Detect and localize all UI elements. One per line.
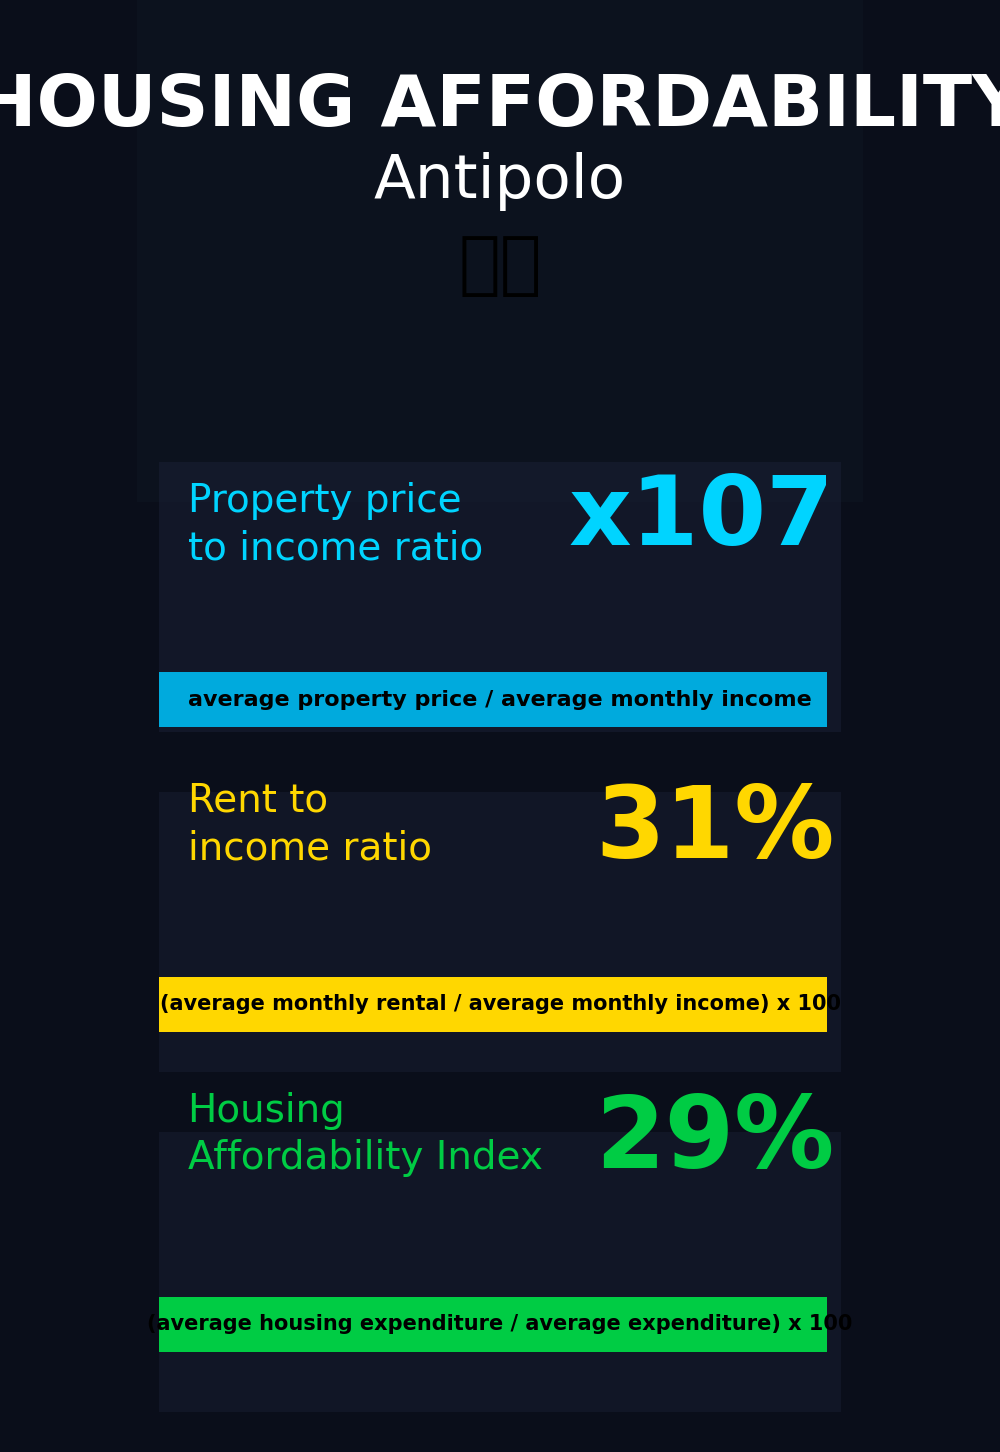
Bar — [137, 0, 863, 502]
Text: x107: x107 — [568, 472, 834, 565]
Text: Antipolo: Antipolo — [374, 152, 626, 211]
Text: 🇵🇭: 🇵🇭 — [458, 232, 542, 299]
Text: (average monthly rental / average monthly income) x 100: (average monthly rental / average monthl… — [160, 995, 840, 1015]
Text: Property price
to income ratio: Property price to income ratio — [188, 482, 483, 566]
Bar — [159, 977, 827, 1032]
Text: Housing
Affordability Index: Housing Affordability Index — [188, 1092, 542, 1178]
Text: (average housing expenditure / average expenditure) x 100: (average housing expenditure / average e… — [147, 1314, 853, 1334]
Text: 31%: 31% — [595, 783, 834, 878]
Bar — [159, 1297, 827, 1352]
Text: 29%: 29% — [595, 1092, 834, 1189]
Bar — [159, 672, 827, 727]
Text: average property price / average monthly income: average property price / average monthly… — [188, 690, 812, 710]
Bar — [159, 791, 841, 1072]
Text: Rent to
income ratio: Rent to income ratio — [188, 783, 432, 867]
Bar — [159, 1133, 841, 1411]
Text: HOUSING AFFORDABILITY: HOUSING AFFORDABILITY — [0, 73, 1000, 141]
Bar — [159, 462, 841, 732]
